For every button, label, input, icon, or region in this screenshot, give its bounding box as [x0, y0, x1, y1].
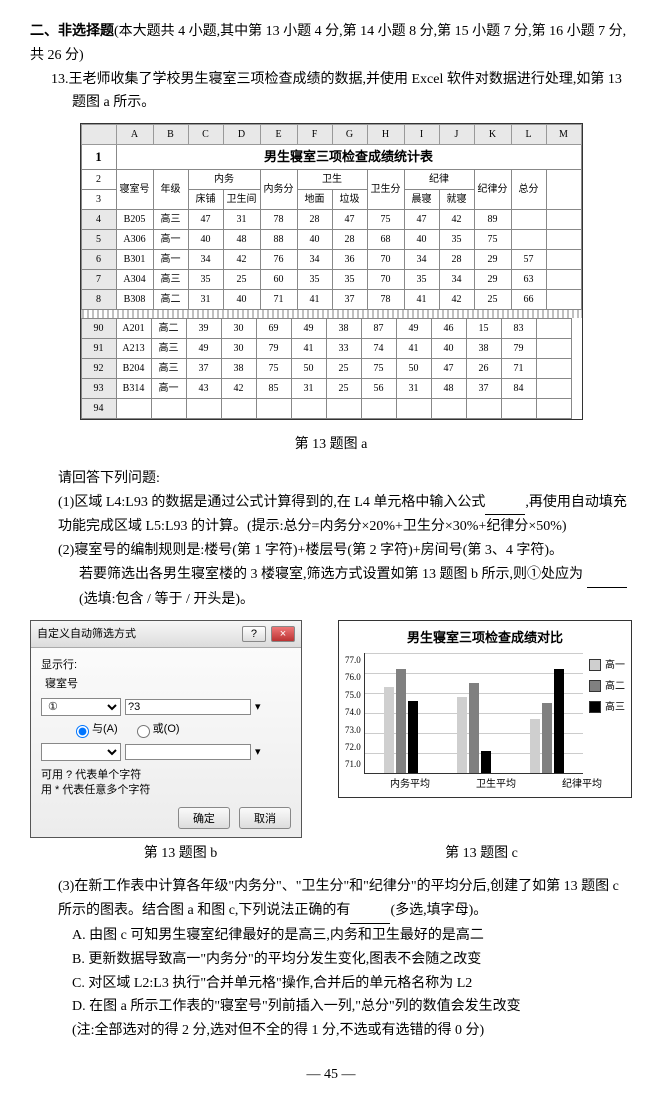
label-show: 显示行: — [41, 656, 291, 675]
chart-title: 男生寝室三项检查成绩对比 — [345, 627, 625, 649]
condition-2-value[interactable] — [125, 744, 251, 760]
excel-title: 男生寝室三项检查成绩统计表 — [116, 145, 581, 170]
chart-legend: 高一高二高三 — [589, 653, 625, 774]
radio-or[interactable]: 或(O) — [132, 720, 180, 739]
chart-c: 男生寝室三项检查成绩对比 77.076.075.074.073.072.071.… — [338, 620, 632, 798]
opt-B: B. 更新数据导致高一"内务分"的平均分发生变化,图表不会随之改变 — [30, 948, 632, 972]
opt-D: D. 在图 a 所示工作表的"寝室号"列前插入一列,"总分"列的数值会发生改变 — [30, 995, 632, 1019]
filter-dialog: 自定义自动筛选方式 ? × 显示行: 寝室号 ① ▾ 与(A) 或(O) ▾ — [30, 620, 302, 838]
close-icon[interactable]: × — [271, 626, 295, 642]
figure-a: ABCDEFGHIJKLM 1男生寝室三项检查成绩统计表 2寝室号年级内务内务分… — [30, 123, 632, 457]
chevron-down-icon[interactable]: ▾ — [255, 743, 261, 762]
caption-b: 第 13 题图 b — [30, 842, 331, 866]
condition-1-value[interactable] — [125, 699, 251, 715]
chevron-down-icon[interactable]: ▾ — [255, 698, 261, 717]
caption-a: 第 13 题图 a — [30, 433, 632, 457]
section-desc: (本大题共 4 小题,其中第 13 小题 4 分,第 14 小题 8 分,第 1… — [30, 24, 626, 63]
q13: 13.王老师收集了学校男生寝室三项检查成绩的数据,并使用 Excel 软件对数据… — [51, 68, 632, 116]
condition-2-op[interactable] — [41, 743, 121, 761]
q13-part3: (3)在新工作表中计算各年级"内务分"、"卫生分"和"纪律分"的平均分后,创建了… — [30, 875, 632, 924]
q13-note: (注:全部选对的得 2 分,选对但不全的得 1 分,不选或有选错的得 0 分) — [30, 1019, 632, 1043]
section-header: 二、非选择题(本大题共 4 小题,其中第 13 小题 4 分,第 14 小题 8… — [30, 20, 632, 68]
blank-1[interactable] — [485, 491, 525, 516]
cancel-button[interactable]: 取消 — [239, 807, 291, 829]
q13-intro: 王老师收集了学校男生寝室三项检查成绩的数据,并使用 Excel 软件对数据进行处… — [69, 72, 622, 111]
help-icon[interactable]: ? — [242, 626, 266, 642]
dialog-title: 自定义自动筛选方式 — [37, 625, 136, 644]
q13-prompt: 请回答下列问题: — [30, 467, 632, 491]
opt-C: C. 对区域 L2:L3 执行"合并单元格"操作,合并后的单元格名称为 L2 — [30, 972, 632, 996]
hint2: 用 * 代表任意多个字符 — [41, 783, 291, 798]
blank-3[interactable] — [350, 899, 390, 924]
condition-1-op[interactable]: ① — [41, 698, 121, 716]
blank-2[interactable] — [587, 563, 627, 588]
q13-part2a: (2)寝室号的编制规则是:楼号(第 1 字符)+楼层号(第 2 字符)+房间号(… — [30, 539, 632, 563]
chart-xaxis: 内务平均卫生平均纪律平均 — [367, 774, 625, 793]
q13-part1: (1)区域 L4:L93 的数据是通过公式计算得到的,在 L4 单元格中输入公式… — [30, 491, 632, 540]
chart-plot — [364, 653, 583, 774]
section-title: 二、非选择题 — [30, 24, 114, 39]
chart-yaxis: 77.076.075.074.073.072.071.0 — [345, 653, 364, 773]
ok-button[interactable]: 确定 — [178, 807, 230, 829]
hint1: 可用 ? 代表单个字符 — [41, 768, 291, 783]
q13-num: 13. — [51, 72, 69, 87]
excel-table: ABCDEFGHIJKLM 1男生寝室三项检查成绩统计表 2寝室号年级内务内务分… — [80, 123, 583, 420]
opt-A: A. 由图 c 可知男生寝室纪律最好的是高三,内务和卫生最好的是高二 — [30, 924, 632, 948]
q13-part2b: 若要筛选出各男生寝室楼的 3 楼寝室,筛选方式设置如第 13 题图 b 所示,则… — [30, 563, 632, 612]
page-number: — 45 — — [30, 1063, 632, 1087]
caption-c: 第 13 题图 c — [331, 842, 632, 866]
radio-and[interactable]: 与(A) — [71, 720, 118, 739]
label-field: 寝室号 — [45, 675, 291, 694]
